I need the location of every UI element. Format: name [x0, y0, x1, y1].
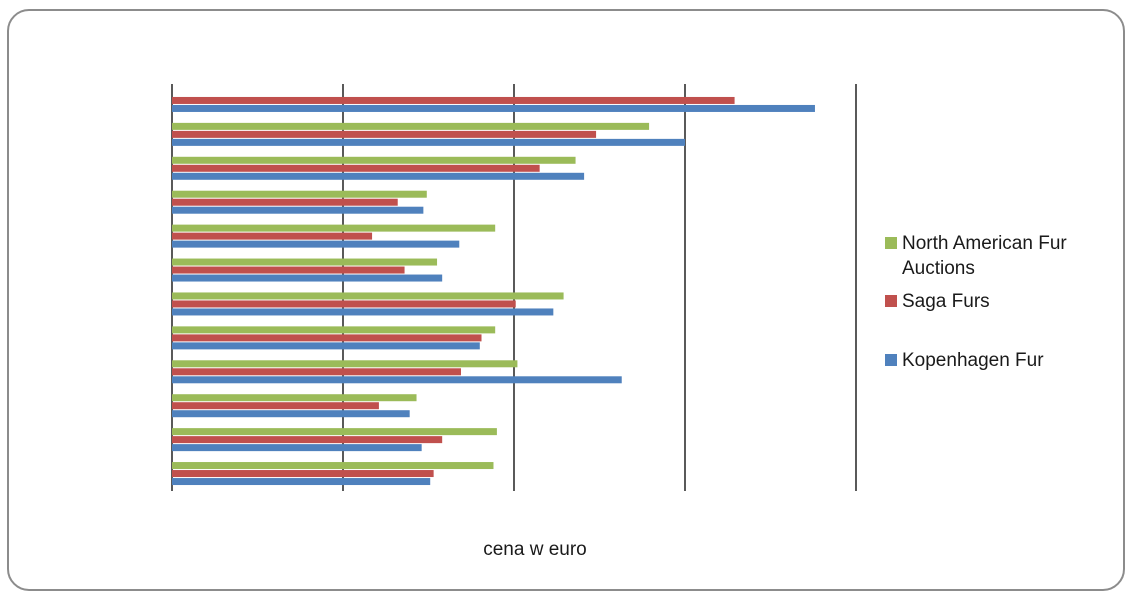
bar-north-american-fur-auctions-11 [172, 428, 497, 436]
bar-saga-furs-3 [172, 164, 540, 172]
legend-label-north-american-fur-auctions: North American Fur Auctions [902, 233, 1067, 279]
bar-saga-furs-1 [172, 96, 735, 104]
legend-item-kopenhagen-fur: Kopenhagen Fur [885, 348, 1044, 373]
bar-saga-furs-9 [172, 368, 461, 376]
bar-kopenhagen-fur-10 [172, 410, 410, 418]
bar-saga-furs-5 [172, 232, 373, 240]
bar-saga-furs-12 [172, 470, 434, 478]
bar-kopenhagen-fur-3 [172, 172, 585, 180]
legend-label-saga-furs: Saga Furs [902, 291, 990, 312]
legend-item-north-american-fur-auctions: North American Fur Auctions [885, 231, 1120, 281]
legend-item-saga-furs: Saga Furs [885, 289, 990, 314]
bar-kopenhagen-fur-11 [172, 444, 422, 452]
legend-label-kopenhagen-fur: Kopenhagen Fur [902, 350, 1044, 371]
legend-swatch-north-american-fur-auctions [885, 237, 897, 249]
bar-saga-furs-7 [172, 300, 516, 308]
bar-north-american-fur-auctions-9 [172, 360, 518, 368]
bar-north-american-fur-auctions-6 [172, 258, 438, 266]
bar-kopenhagen-fur-5 [172, 240, 460, 248]
legend-swatch-saga-furs [885, 295, 897, 307]
x-axis-label: cena w euro [483, 539, 587, 560]
bar-kopenhagen-fur-8 [172, 342, 480, 350]
bar-saga-furs-4 [172, 198, 398, 206]
bar-kopenhagen-fur-9 [172, 376, 622, 384]
bar-north-american-fur-auctions-3 [172, 156, 576, 164]
bar-north-american-fur-auctions-4 [172, 190, 427, 198]
bar-kopenhagen-fur-4 [172, 206, 424, 214]
bar-saga-furs-11 [172, 436, 443, 444]
bar-kopenhagen-fur-2 [172, 138, 685, 146]
bar-north-american-fur-auctions-7 [172, 292, 564, 300]
bar-north-american-fur-auctions-8 [172, 326, 496, 334]
bar-saga-furs-10 [172, 402, 379, 410]
bar-saga-furs-2 [172, 130, 597, 138]
bar-saga-furs-8 [172, 334, 482, 342]
bar-kopenhagen-fur-7 [172, 308, 554, 316]
bar-kopenhagen-fur-6 [172, 274, 443, 282]
bar-north-american-fur-auctions-2 [172, 122, 650, 130]
bar-saga-furs-6 [172, 266, 405, 274]
legend-swatch-kopenhagen-fur [885, 354, 897, 366]
bar-north-american-fur-auctions-5 [172, 224, 496, 232]
bar-north-american-fur-auctions-10 [172, 394, 417, 402]
bar-kopenhagen-fur-12 [172, 478, 431, 486]
bar-kopenhagen-fur-1 [172, 104, 815, 112]
bar-north-american-fur-auctions-12 [172, 462, 494, 470]
